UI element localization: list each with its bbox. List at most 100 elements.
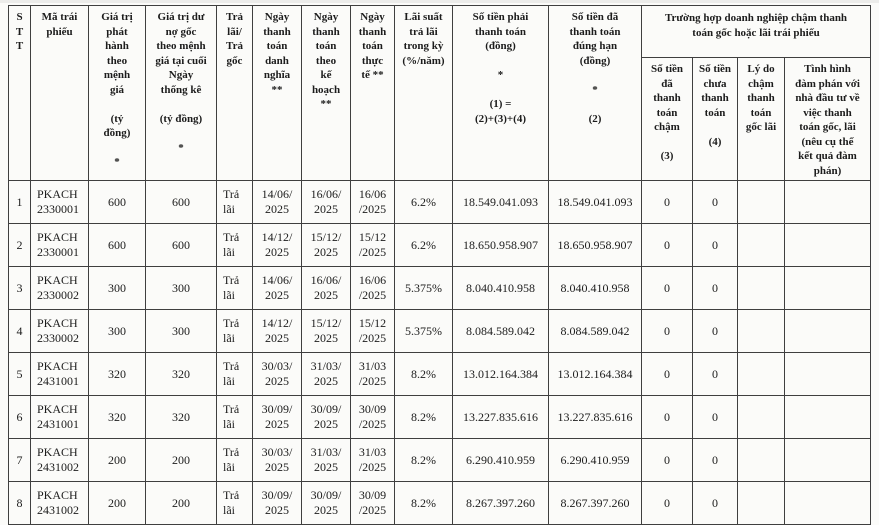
header-amount-paid-late: Số tiền đã thanh toán chậm (3) — [641, 56, 693, 182]
cell-stt: 5 — [8, 352, 31, 397]
cell-pay-type: Trả lãi — [216, 395, 253, 440]
header-stt: S T T — [8, 4, 31, 182]
cell-outstanding: 600 — [145, 223, 217, 268]
cell-interest-rate: 6.2% — [394, 180, 453, 225]
cell-date-actual: 15/12 /2025 — [350, 223, 395, 268]
cell-date-nominal: 30/03/ 2025 — [252, 352, 302, 397]
cell-amount-unpaid: 0 — [692, 223, 738, 268]
table-row: 4 PKACH 2330002 300 300 Trả lãi 14/12/ 2… — [8, 309, 871, 354]
cell-date-nominal: 30/09/ 2025 — [252, 395, 302, 440]
cell-pay-type: Trả lãi — [216, 309, 253, 354]
cell-pay-type: Trả lãi — [216, 223, 253, 268]
cell-stt: 1 — [8, 180, 31, 225]
cell-amount-paid-late: 0 — [641, 266, 693, 311]
cell-amount-due: 18.549.041.093 — [452, 180, 549, 225]
header-amount-unpaid: Số tiền chưa thanh toán (4) — [692, 56, 738, 182]
cell-date-actual: 16/06 /2025 — [350, 266, 395, 311]
cell-date-planned: 15/12/ 2025 — [301, 309, 351, 354]
cell-interest-rate: 5.375% — [394, 266, 453, 311]
cell-negotiation — [784, 481, 871, 525]
cell-issue-value: 320 — [88, 395, 146, 440]
cell-late-reason — [737, 438, 785, 483]
cell-date-nominal: 14/12/ 2025 — [252, 309, 302, 354]
document-sheet: S T T Mã trái phiếu Giá trị phát hành th… — [8, 4, 871, 525]
table-row: 6 PKACH 2431001 320 320 Trả lãi 30/09/ 2… — [8, 395, 871, 440]
cell-bond-code: PKACH 2330001 — [30, 223, 89, 268]
cell-negotiation — [784, 438, 871, 483]
cell-amount-due: 13.227.835.616 — [452, 395, 549, 440]
cell-pay-type: Trả lãi — [216, 438, 253, 483]
cell-amount-paid-late: 0 — [641, 180, 693, 225]
cell-bond-code: PKACH 2431001 — [30, 395, 89, 440]
table-header: S T T Mã trái phiếu Giá trị phát hành th… — [8, 4, 871, 182]
table-row: 5 PKACH 2431001 320 320 Trả lãi 30/03/ 2… — [8, 352, 871, 397]
table-row: 7 PKACH 2431002 200 200 Trả lãi 30/03/ 2… — [8, 438, 871, 483]
cell-date-planned: 15/12/ 2025 — [301, 223, 351, 268]
cell-amount-unpaid: 0 — [692, 352, 738, 397]
header-date-planned: Ngày thanh toán theo kế hoạch ** — [301, 4, 351, 182]
cell-interest-rate: 8.2% — [394, 352, 453, 397]
cell-amount-unpaid: 0 — [692, 266, 738, 311]
cell-interest-rate: 6.2% — [394, 223, 453, 268]
cell-late-reason — [737, 309, 785, 354]
cell-date-planned: 31/03/ 2025 — [301, 352, 351, 397]
cell-interest-rate: 8.2% — [394, 481, 453, 525]
cell-interest-rate: 5.375% — [394, 309, 453, 354]
cell-amount-paid-on-time: 18.549.041.093 — [548, 180, 642, 225]
cell-issue-value: 600 — [88, 180, 146, 225]
cell-bond-code: PKACH 2431002 — [30, 438, 89, 483]
table-row: 8 PKACH 2431002 200 200 Trả lãi 30/09/ 2… — [8, 481, 871, 525]
cell-date-actual: 31/03 /2025 — [350, 352, 395, 397]
table-body: 1 PKACH 2330001 600 600 Trả lãi 14/06/ 2… — [8, 180, 871, 525]
cell-outstanding: 300 — [145, 309, 217, 354]
cell-amount-paid-late: 0 — [641, 395, 693, 440]
cell-issue-value: 200 — [88, 438, 146, 483]
cell-amount-paid-on-time: 6.290.410.959 — [548, 438, 642, 483]
cell-date-actual: 16/06 /2025 — [350, 180, 395, 225]
header-late-group: Trường hợp doanh nghiệp chậm thanh toán … — [641, 5, 871, 58]
cell-negotiation — [784, 223, 871, 268]
header-bond-code: Mã trái phiếu — [30, 4, 89, 182]
header-date-nominal: Ngày thanh toán danh nghĩa ** — [252, 4, 302, 182]
cell-pay-type: Trả lãi — [216, 180, 253, 225]
cell-date-planned: 16/06/ 2025 — [301, 266, 351, 311]
header-amount-due: Số tiền phải thanh toán (đồng) * (1) = (… — [452, 4, 549, 182]
cell-outstanding: 200 — [145, 438, 217, 483]
cell-amount-paid-on-time: 13.012.164.384 — [548, 352, 642, 397]
cell-amount-paid-on-time: 8.267.397.260 — [548, 481, 642, 525]
header-issue-value: Giá trị phát hành theo mệnh giá (tỷ đồng… — [88, 4, 146, 182]
header-pay-type: Trả lãi/ Trả gốc — [216, 4, 253, 182]
cell-late-reason — [737, 180, 785, 225]
cell-amount-paid-late: 0 — [641, 438, 693, 483]
cell-interest-rate: 8.2% — [394, 438, 453, 483]
cell-negotiation — [784, 266, 871, 311]
cell-date-nominal: 30/03/ 2025 — [252, 438, 302, 483]
cell-amount-due: 18.650.958.907 — [452, 223, 549, 268]
cell-amount-due: 8.084.589.042 — [452, 309, 549, 354]
cell-stt: 4 — [8, 309, 31, 354]
cell-pay-type: Trả lãi — [216, 352, 253, 397]
cell-amount-paid-late: 0 — [641, 481, 693, 525]
cell-amount-paid-late: 0 — [641, 223, 693, 268]
cell-stt: 3 — [8, 266, 31, 311]
cell-date-actual: 15/12 /2025 — [350, 309, 395, 354]
cell-date-planned: 16/06/ 2025 — [301, 180, 351, 225]
cell-amount-paid-late: 0 — [641, 352, 693, 397]
cell-late-reason — [737, 223, 785, 268]
bond-payment-table: S T T Mã trái phiếu Giá trị phát hành th… — [8, 4, 871, 525]
table-row: 2 PKACH 2330001 600 600 Trả lãi 14/12/ 2… — [8, 223, 871, 268]
cell-interest-rate: 8.2% — [394, 395, 453, 440]
cell-bond-code: PKACH 2330001 — [30, 180, 89, 225]
cell-amount-unpaid: 0 — [692, 438, 738, 483]
cell-negotiation — [784, 180, 871, 225]
cell-amount-paid-on-time: 18.650.958.907 — [548, 223, 642, 268]
header-interest-rate: Lãi suất trả lãi trong kỳ (%/năm) — [394, 4, 453, 182]
cell-stt: 2 — [8, 223, 31, 268]
cell-date-planned: 31/03/ 2025 — [301, 438, 351, 483]
cell-outstanding: 320 — [145, 352, 217, 397]
cell-date-actual: 30/09 /2025 — [350, 481, 395, 525]
header-date-actual: Ngày thanh toán thực tế ** — [350, 4, 395, 182]
cell-late-reason — [737, 352, 785, 397]
cell-amount-due: 6.290.410.959 — [452, 438, 549, 483]
cell-stt: 6 — [8, 395, 31, 440]
